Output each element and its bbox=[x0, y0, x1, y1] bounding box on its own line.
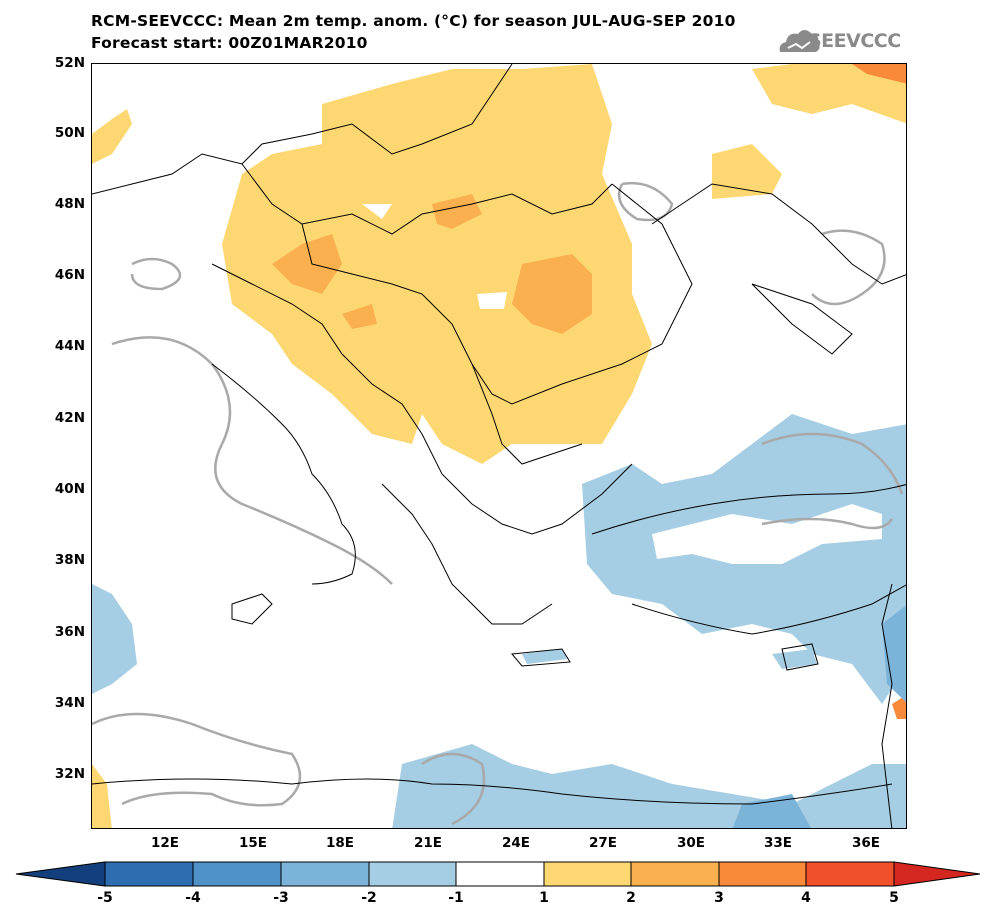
warm-anomaly-areas bbox=[92, 64, 906, 828]
colorbar-bin bbox=[805, 861, 895, 887]
colorbar-bin bbox=[368, 861, 457, 887]
map-title: RCM-SEEVCCC: Mean 2m temp. anom. (°C) fo… bbox=[91, 12, 736, 30]
colorbar-label: -3 bbox=[273, 890, 289, 906]
colorbar-bin bbox=[280, 861, 370, 887]
lat-label: 42N bbox=[54, 410, 85, 426]
lat-label: 32N bbox=[54, 766, 85, 782]
warm-region-3-4-israel bbox=[892, 695, 906, 719]
lon-label: 21E bbox=[413, 835, 442, 851]
colorbar-arrow-high bbox=[893, 861, 981, 887]
map-panel bbox=[91, 63, 907, 829]
warm-region-north-east bbox=[752, 64, 906, 124]
lat-label: 38N bbox=[54, 552, 85, 568]
warm-region-bottom-left bbox=[92, 764, 112, 828]
warm-region-2-3-slovakia bbox=[432, 194, 482, 229]
colorbar-bin bbox=[543, 861, 632, 887]
cool-region-m3-east bbox=[882, 605, 906, 703]
country-borders bbox=[92, 64, 906, 828]
warm-region-2-3-hungary bbox=[272, 234, 342, 294]
warm-region-2-3-croatia bbox=[342, 304, 377, 329]
lon-label: 27E bbox=[588, 835, 617, 851]
lat-label: 50N bbox=[54, 125, 85, 141]
lon-label: 36E bbox=[851, 835, 880, 851]
colorbar-bin bbox=[192, 861, 282, 887]
warm-region-3-4-northeast bbox=[852, 64, 906, 84]
lat-label: 44N bbox=[54, 338, 85, 354]
warm-region-hole-2 bbox=[477, 292, 507, 309]
colorbar-bin bbox=[104, 861, 194, 887]
colorbar-label: 5 bbox=[889, 890, 899, 906]
warm-region-2-3-romania bbox=[512, 254, 592, 334]
colorbar-label: -2 bbox=[361, 890, 377, 906]
lat-label: 34N bbox=[54, 695, 85, 711]
lon-label: 24E bbox=[501, 835, 530, 851]
cool-anomaly-areas bbox=[92, 414, 906, 828]
colorbar-arrow-low bbox=[15, 861, 106, 887]
colorbar-label: 1 bbox=[539, 890, 549, 906]
warm-region-hole-1 bbox=[362, 204, 392, 219]
colorbar-bin bbox=[718, 861, 807, 887]
lon-label: 18E bbox=[325, 835, 354, 851]
zero-contours bbox=[92, 181, 904, 826]
anomaly-map bbox=[92, 64, 906, 828]
lon-label: 12E bbox=[150, 835, 179, 851]
cool-region-crete bbox=[522, 649, 567, 664]
lat-label: 36N bbox=[54, 624, 85, 640]
warm-region-east-belarus bbox=[712, 144, 782, 199]
logo-text: SEEVCCC bbox=[808, 30, 901, 52]
colorbar-bin bbox=[455, 861, 545, 887]
lat-label: 48N bbox=[54, 196, 85, 212]
lon-label: 33E bbox=[763, 835, 792, 851]
colorbar-label: -5 bbox=[97, 890, 113, 906]
colorbar-label: -4 bbox=[185, 890, 201, 906]
forecast-start-label: Forecast start: 00Z01MAR2010 bbox=[91, 34, 368, 52]
cool-region-m3-south bbox=[732, 794, 811, 828]
lat-label: 46N bbox=[54, 267, 85, 283]
lon-label: 30E bbox=[676, 835, 705, 851]
colorbar bbox=[15, 861, 981, 887]
warm-region-north-west bbox=[92, 109, 132, 164]
lon-label: 15E bbox=[238, 835, 267, 851]
warm-region-central-europe bbox=[222, 64, 652, 464]
lat-label: 40N bbox=[54, 481, 85, 497]
colorbar-label: 2 bbox=[626, 890, 636, 906]
lat-label: 52N bbox=[54, 55, 85, 71]
colorbar-label: 3 bbox=[714, 890, 724, 906]
colorbar-bin bbox=[630, 861, 720, 887]
cool-region-west bbox=[92, 584, 137, 694]
colorbar-label: -1 bbox=[448, 890, 464, 906]
cloud-logo-icon bbox=[779, 30, 820, 52]
colorbar-label: 4 bbox=[801, 890, 811, 906]
